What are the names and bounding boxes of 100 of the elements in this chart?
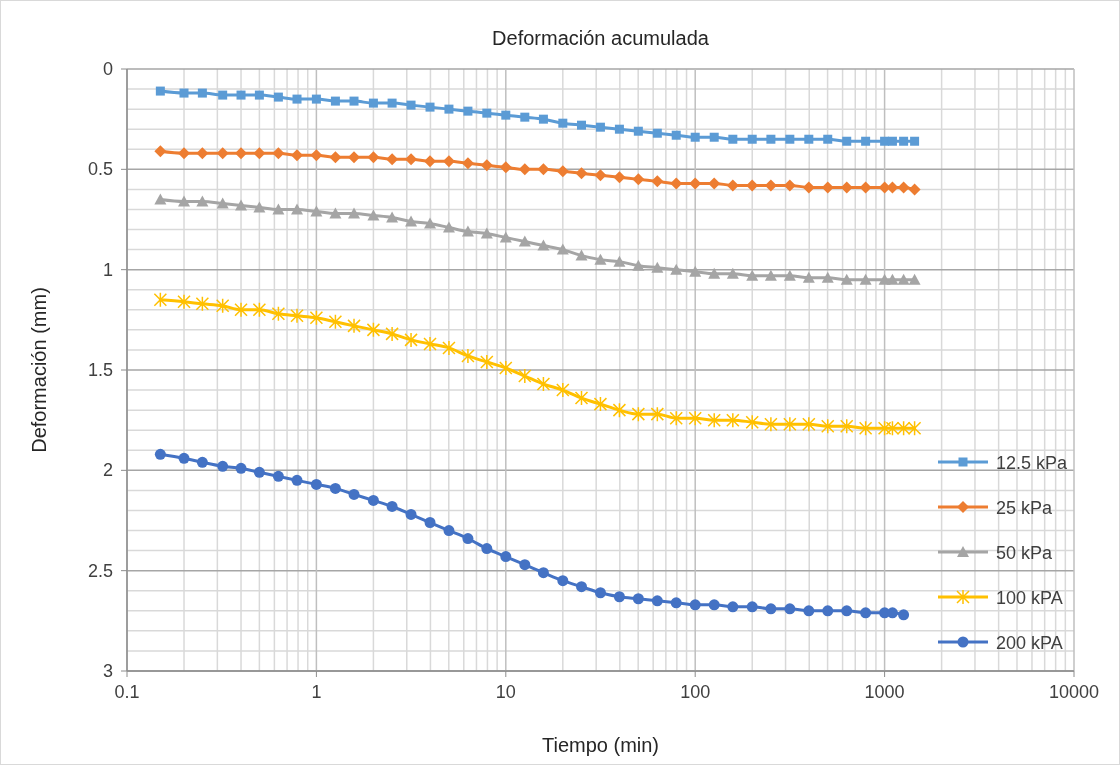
point (727, 601, 739, 613)
point (536, 376, 551, 392)
point (196, 456, 208, 468)
point (482, 108, 492, 118)
point (823, 134, 833, 144)
point (688, 410, 702, 426)
point (253, 201, 266, 213)
point (537, 567, 549, 579)
point (442, 221, 455, 233)
x-tick-label: 0.1 (114, 682, 140, 702)
point (480, 354, 494, 370)
point (272, 147, 285, 160)
point (575, 249, 588, 261)
point (218, 90, 228, 100)
point (236, 90, 246, 100)
point (746, 269, 759, 281)
point (859, 273, 872, 285)
point (594, 587, 606, 599)
point (613, 255, 626, 267)
point (311, 94, 321, 104)
point (216, 147, 229, 160)
point (803, 605, 815, 617)
point (613, 591, 625, 603)
point (650, 406, 665, 422)
point (291, 474, 303, 486)
point (766, 134, 776, 144)
point (518, 368, 532, 384)
point (802, 181, 815, 194)
point (840, 273, 853, 285)
y-axis-title: Deformación (mm) (28, 287, 50, 453)
point (726, 412, 740, 428)
point (197, 88, 207, 98)
point (405, 153, 418, 166)
point (461, 157, 474, 170)
point (309, 310, 324, 326)
point (728, 134, 738, 144)
legend-label: 200 kPA (996, 633, 1063, 653)
point (424, 517, 436, 529)
point (576, 581, 587, 593)
point (860, 607, 872, 619)
point (708, 599, 720, 611)
point (613, 171, 626, 184)
point (252, 302, 267, 318)
x-tick-label: 10000 (1048, 682, 1100, 702)
x-tick-label: 10 (495, 682, 516, 702)
point (461, 348, 475, 364)
point (556, 243, 569, 255)
point (405, 508, 417, 520)
point (858, 420, 873, 436)
point (632, 593, 644, 605)
point (632, 173, 645, 186)
point (195, 296, 210, 312)
point (234, 302, 248, 318)
point (367, 151, 380, 164)
y-tick-label: 0.5 (87, 159, 113, 180)
y-tick-label: 1 (102, 259, 113, 280)
point (651, 261, 664, 273)
point (215, 298, 230, 314)
point (593, 396, 608, 412)
point (556, 382, 570, 398)
legend-label: 12.5 kPa (996, 453, 1069, 473)
point (367, 209, 380, 221)
point (217, 460, 229, 472)
point (425, 102, 435, 112)
point (178, 195, 191, 207)
point (330, 96, 340, 106)
point (595, 122, 605, 132)
point (292, 94, 302, 104)
point (481, 543, 493, 555)
point (235, 199, 248, 211)
point (501, 110, 511, 120)
point (841, 605, 853, 617)
y-tick-label: 0 (102, 59, 113, 79)
point (651, 175, 664, 188)
point (556, 165, 569, 178)
point (291, 203, 304, 215)
point (367, 494, 379, 506)
point (499, 161, 512, 174)
point (822, 605, 834, 617)
point (537, 239, 550, 251)
point (329, 207, 342, 219)
point (877, 420, 892, 436)
point (633, 126, 643, 136)
point (594, 253, 607, 265)
point (519, 559, 531, 571)
point (178, 452, 190, 464)
point (518, 163, 531, 176)
point (614, 124, 624, 134)
point (500, 551, 512, 563)
point (254, 90, 264, 100)
point (802, 271, 815, 283)
point (442, 340, 456, 356)
point (745, 414, 759, 430)
point (179, 88, 189, 98)
point (385, 326, 399, 342)
point (405, 215, 418, 227)
point (689, 599, 701, 611)
legend-label: 25 kPa (996, 498, 1054, 518)
point (690, 132, 700, 142)
point (347, 318, 361, 334)
